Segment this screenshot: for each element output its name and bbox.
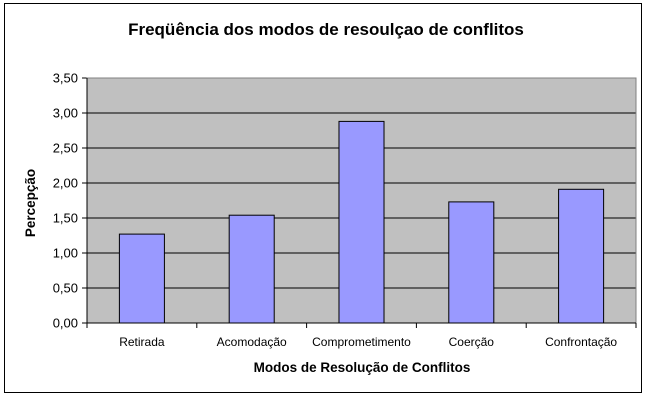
x-tick-label: Confrontação: [545, 335, 617, 349]
y-tick-label: 2,50: [53, 141, 78, 156]
x-tick-label: Coerção: [449, 335, 495, 349]
x-tick-label: Acomodação: [217, 335, 287, 349]
y-tick-label: 2,00: [53, 176, 78, 191]
x-tick-label: Comprometimento: [312, 335, 411, 349]
bar-acomodação: [228, 214, 275, 324]
y-tick-label: 0,50: [53, 281, 78, 296]
y-axis-title: Percepção: [23, 169, 38, 237]
x-tick-labels: Retirada Acomodação Comprometimento Coerção…: [119, 335, 617, 349]
bar-coerção: [448, 201, 495, 324]
chart-title: Freqüência dos modos de resoulçao de con…: [128, 20, 524, 39]
y-tick-label: 3,50: [53, 71, 78, 86]
bar-comprometimento: [338, 120, 385, 324]
y-tick-label: 3,00: [53, 106, 78, 121]
x-tick-label: Retirada: [119, 335, 165, 349]
y-tick-label: 1,00: [53, 246, 78, 261]
axes: [82, 77, 637, 328]
bar-retirada: [118, 233, 165, 324]
y-tick-labels: 0,00 0,50 1,00 1,50 2,00 2,50 3,00 3,50: [53, 71, 78, 331]
x-axis-title: Modos de Resolução de Conflitos: [254, 360, 471, 375]
y-tick-label: 1,50: [53, 211, 78, 226]
y-tick-label: 0,00: [53, 316, 78, 331]
bar-confrontação: [558, 188, 605, 324]
